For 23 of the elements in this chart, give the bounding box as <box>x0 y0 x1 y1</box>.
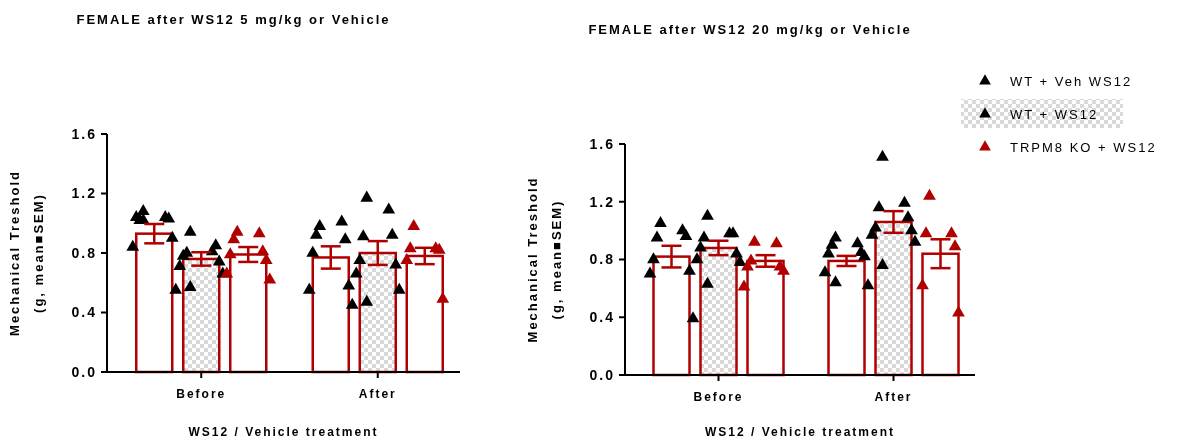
x-tick-label: Before <box>176 387 227 401</box>
legend-label: TRPM8 KO + WS12 <box>1010 139 1157 155</box>
chart-title: FEMALE after WS12 5 mg/kg or Vehicle <box>76 12 391 27</box>
x-axis-title: WS12 / Vehicle treatment <box>188 425 379 437</box>
y-tick-label: 0.8 <box>71 244 97 261</box>
x-tick-label: Before <box>693 390 744 404</box>
y-tick-label: 0.8 <box>589 251 615 268</box>
y-tick-label: 1.2 <box>589 193 615 210</box>
y-axis-title: Mechanical Treshold (g, mean■SEM) <box>7 170 46 336</box>
x-tick-label: After <box>874 390 913 404</box>
y-tick-label: 0.0 <box>71 363 97 380</box>
y-tick-label: 1.6 <box>71 125 97 142</box>
y-tick-label: 0.4 <box>71 304 97 321</box>
y-axis-title: Mechanical Treshold (g, mean■SEM) <box>525 176 564 343</box>
y-tick-label: 0.4 <box>589 309 615 326</box>
y-tick-label: 0.0 <box>589 366 615 383</box>
y-tick-label: 1.2 <box>71 185 97 202</box>
x-axis-title: WS12 / Vehicle treatment <box>704 425 896 437</box>
chart-title: FEMALE after WS12 20 mg/kg or Vehicle <box>588 22 912 37</box>
x-tick-label: After <box>358 387 397 401</box>
legend-label: WT + WS12 <box>1010 106 1099 122</box>
legend-label: WT + Veh WS12 <box>1010 73 1133 89</box>
y-tick-label: 1.6 <box>589 135 615 152</box>
